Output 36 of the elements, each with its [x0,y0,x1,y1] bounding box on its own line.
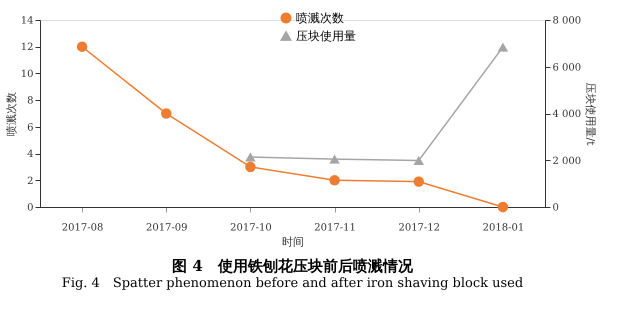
point [414,176,424,187]
y-tick-label: 12 [20,42,34,54]
y-tick-label: 6 [27,122,34,134]
y-tick-label: 14 [20,16,34,26]
point [329,175,340,186]
y-tick-label: 10 [20,68,34,80]
legend-label: 压块使用量 [296,29,356,43]
x-tick-label: 2017-11 [314,222,356,234]
point [329,154,340,164]
y2-tick-label: 4 000 [552,109,582,120]
y-tick-label: 2 [27,176,34,187]
y-tick-label: 4 [27,149,34,160]
legend-label: 喷溅次数 [296,11,344,25]
point [245,162,256,172]
y2-tick-label: 8 000 [552,16,582,26]
point [414,156,424,166]
x-tick-label: 2017-10 [230,222,272,234]
y-tick-label: 8 [27,96,34,107]
y-tick-label: 0 [27,202,34,214]
point [76,41,88,52]
point [161,108,172,119]
y2-axis-title: 压块使用量/t [584,82,598,146]
x-tick-label: 2017-08 [62,222,104,234]
point [245,152,256,162]
x-tick-label: 2017-12 [398,222,440,234]
point [498,42,508,52]
x-tick-label: 2018-01 [482,222,524,234]
text: Fig. 4 Spatter phenomenon before and after iron shaving block used [62,276,524,291]
point [498,202,508,212]
y2-tick-label: 2 000 [552,156,582,167]
y2-tick-label: 0 [552,202,559,214]
x-axis-title: 时间 [282,236,304,248]
text: 图 4 使用铁刨花压块前后喷溅情况 [172,257,414,275]
y-axis-title: 喷溅次数 [4,92,18,136]
y2-tick-label: 6 000 [552,62,582,74]
x-tick-label: 2017-09 [146,222,188,234]
